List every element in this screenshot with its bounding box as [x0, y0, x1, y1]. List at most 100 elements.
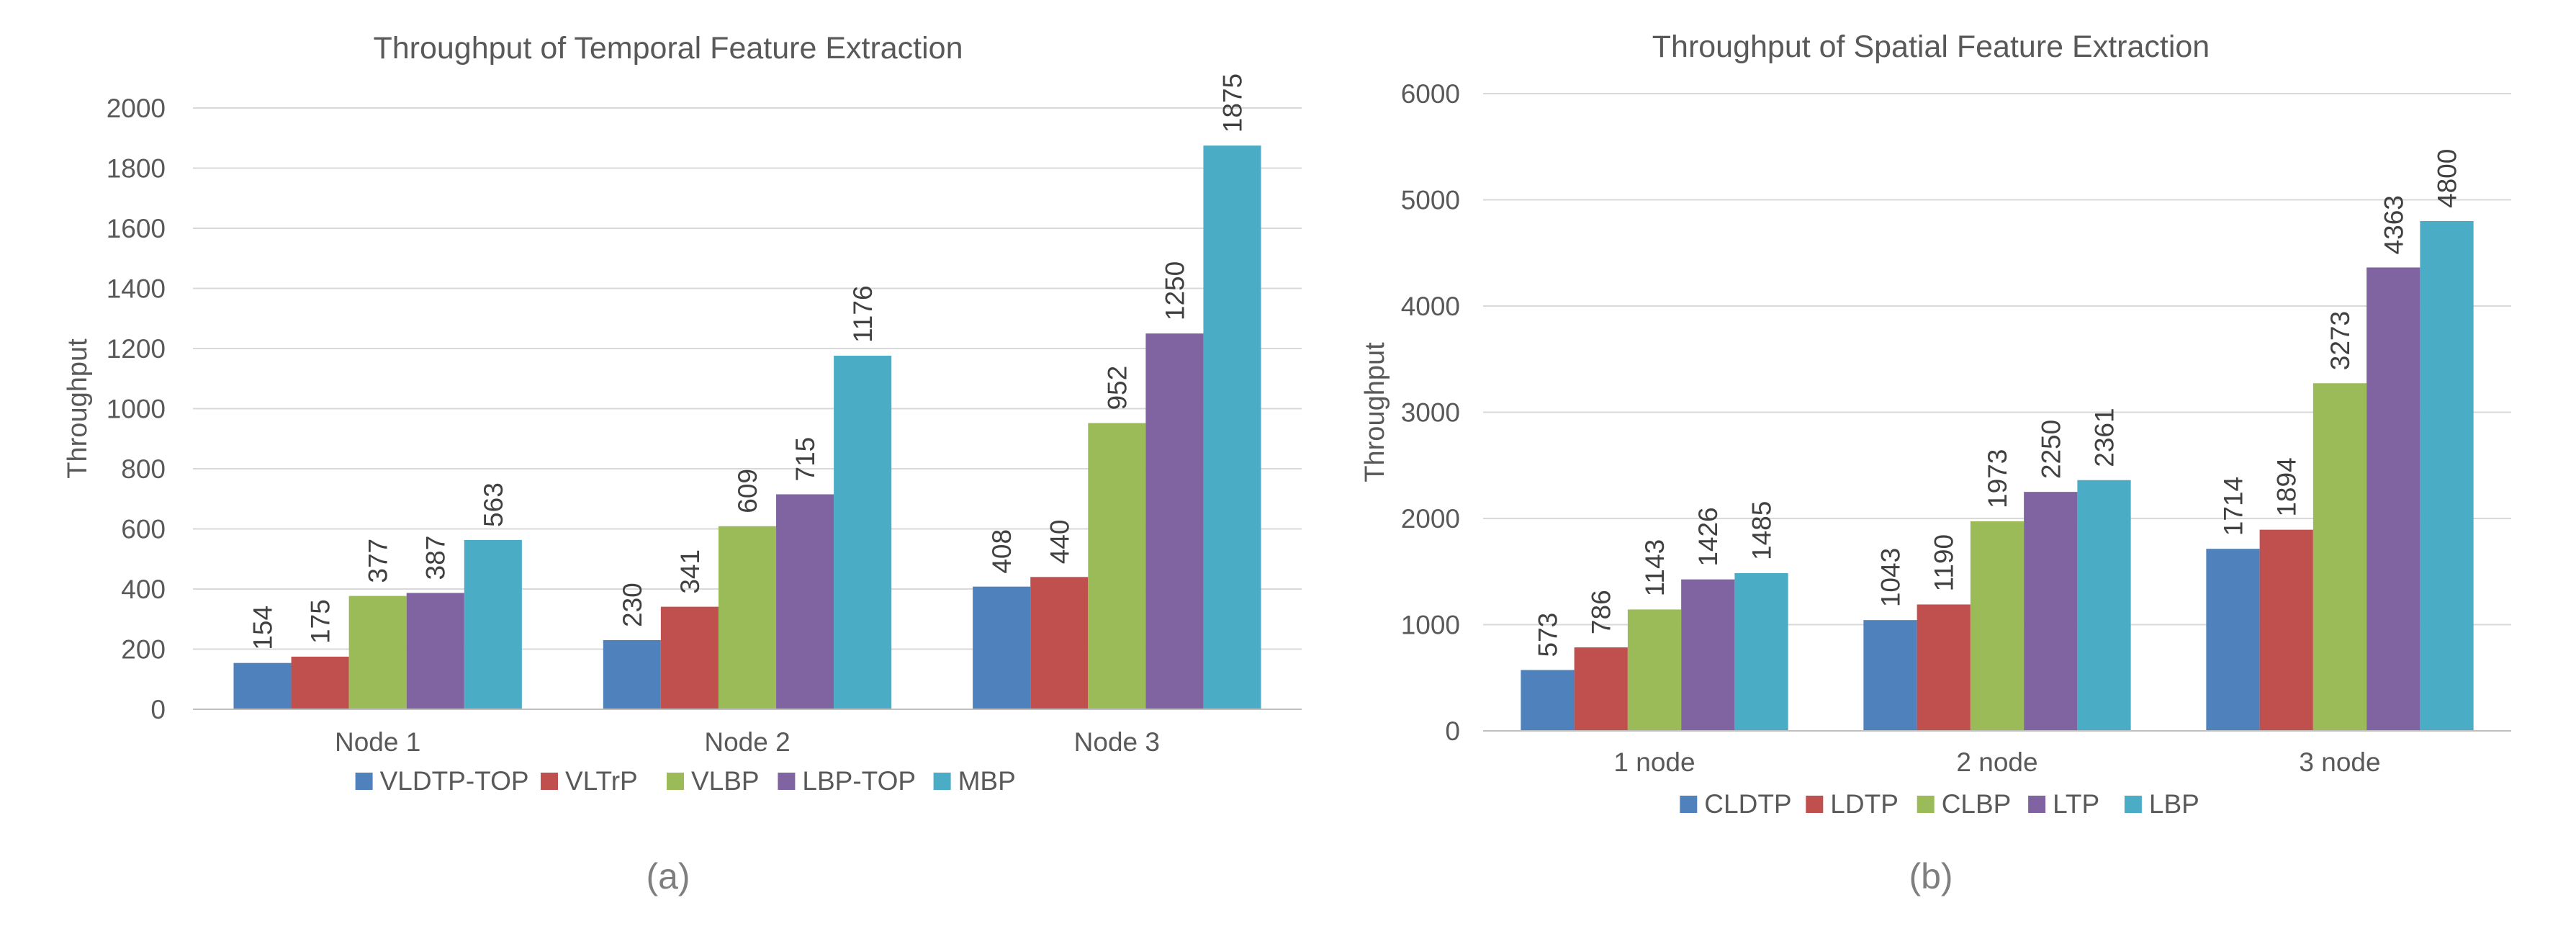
legend-label: VLBP	[691, 766, 760, 796]
legend-label: LBP-TOP	[802, 766, 916, 796]
bar-lbp-top-node-2	[776, 494, 834, 709]
data-label: 1485	[1747, 501, 1777, 560]
data-label: 1250	[1160, 261, 1189, 320]
data-label: 341	[675, 549, 705, 594]
legend-swatch	[778, 773, 796, 790]
bar-vldtp-top-node-1	[233, 662, 292, 709]
data-label: 2250	[2036, 420, 2066, 479]
x-tick-label: Node 3	[1074, 727, 1160, 757]
data-label: 377	[364, 539, 393, 583]
legend-label: CLDTP	[1704, 789, 1791, 819]
y-axis-label: Throughput	[63, 338, 93, 479]
bar-vlbp-node-2	[718, 526, 777, 709]
bar-lbp-3-node	[2420, 221, 2474, 731]
bar-clbp-2-node	[1970, 521, 2025, 731]
legend-swatch	[355, 773, 373, 790]
legend: CLDTP LDTP CLBP LTP LBP	[1680, 789, 2199, 819]
data-label: 408	[987, 529, 1017, 574]
data-label: 952	[1102, 366, 1132, 410]
bar-cldtp-3-node	[2206, 549, 2260, 731]
bar-lbp-top-node-3	[1145, 333, 1204, 709]
y-tick-label: 800	[121, 454, 166, 484]
bar-mbp-node-3	[1203, 145, 1261, 709]
bar-vlbp-node-1	[348, 595, 407, 709]
y-tick-label: 5000	[1401, 186, 1460, 215]
y-tick-label: 1200	[107, 334, 166, 364]
legend-swatch	[2028, 796, 2046, 813]
data-label: 1043	[1875, 548, 1905, 607]
y-tick-label: 1800	[107, 154, 166, 184]
bar-ltp-3-node	[2366, 267, 2420, 731]
x-tick-label: 2 node	[1956, 747, 2037, 777]
bar-cldtp-2-node	[1863, 620, 1917, 731]
legend-swatch	[933, 773, 951, 790]
legend-label: LTP	[2053, 789, 2099, 819]
y-tick-label: 2000	[107, 94, 166, 123]
data-label: 609	[733, 469, 762, 513]
data-label: 387	[421, 536, 451, 580]
data-label: 3273	[2325, 311, 2355, 370]
bar-mbp-node-1	[464, 539, 522, 709]
bar-cldtp-1-node	[1521, 670, 1575, 731]
legend-label: VLTrP	[565, 766, 638, 796]
bar-ltp-2-node	[2024, 492, 2078, 731]
bar-vltrp-node-1	[291, 656, 349, 709]
bar-ldtp-1-node	[1574, 647, 1628, 731]
legend-swatch	[1917, 796, 1935, 813]
x-tick-label: 3 node	[2299, 747, 2380, 777]
y-tick-label: 1000	[107, 395, 166, 424]
legend-swatch	[1806, 796, 1824, 813]
bar-lbp-2-node	[2077, 480, 2131, 731]
spatial-throughput-chart: Throughput of Spatial Feature Extraction…	[1360, 30, 2511, 896]
bar-ldtp-2-node	[1917, 604, 1971, 731]
x-tick-label: 1 node	[1613, 747, 1695, 777]
x-tick-label: Node 1	[335, 727, 420, 757]
bar-vldtp-top-node-3	[973, 586, 1031, 709]
legend-label: MBP	[958, 766, 1016, 796]
chart-title: Throughput of Spatial Feature Extraction	[1652, 30, 2210, 64]
legend-swatch	[667, 773, 684, 790]
data-label: 1875	[1217, 73, 1247, 132]
data-label: 1426	[1693, 507, 1723, 566]
bar-mbp-node-2	[834, 356, 892, 709]
y-tick-label: 400	[121, 575, 166, 604]
data-label: 563	[479, 482, 508, 527]
data-label: 4800	[2433, 149, 2462, 208]
data-label: 1973	[1983, 449, 2012, 508]
legend-swatch	[541, 773, 558, 790]
bar-ldtp-3-node	[2259, 529, 2313, 731]
temporal-throughput-chart: Throughput of Temporal Feature Extractio…	[63, 31, 1302, 896]
y-axis-label: Throughput	[1360, 342, 1390, 482]
bar-vltrp-node-3	[1030, 577, 1089, 709]
figure-caption: (b)	[1909, 856, 1953, 896]
y-tick-label: 1400	[107, 274, 166, 304]
bar-lbp-top-node-1	[406, 593, 464, 709]
data-label: 1143	[1640, 539, 1670, 597]
legend-label: VLDTP-TOP	[380, 766, 529, 796]
y-tick-label: 6000	[1401, 79, 1460, 109]
legend: VLDTP-TOP VLTrP VLBP LBP-TOP MBP	[355, 766, 1016, 796]
y-tick-label: 0	[150, 695, 166, 724]
x-tick-label: Node 2	[704, 727, 790, 757]
y-tick-label: 2000	[1401, 504, 1460, 534]
data-label: 440	[1045, 520, 1074, 565]
y-tick-label: 3000	[1401, 398, 1460, 428]
legend-swatch	[2124, 796, 2142, 813]
data-label: 1894	[2272, 457, 2302, 516]
data-label: 1176	[848, 285, 878, 343]
legend-label: CLBP	[1942, 789, 2012, 819]
legend-label: LDTP	[1830, 789, 1899, 819]
bar-clbp-1-node	[1627, 609, 1682, 731]
data-label: 230	[618, 583, 647, 627]
bar-vlbp-node-3	[1088, 423, 1146, 709]
y-tick-label: 1600	[107, 214, 166, 243]
data-label: 715	[791, 437, 820, 482]
y-tick-label: 4000	[1401, 292, 1460, 321]
data-label: 4363	[2379, 195, 2408, 254]
data-label: 154	[248, 606, 278, 650]
data-label: 573	[1533, 613, 1562, 657]
data-label: 1190	[1929, 534, 1959, 592]
y-tick-label: 200	[121, 635, 166, 665]
bar-vltrp-node-2	[660, 606, 719, 709]
